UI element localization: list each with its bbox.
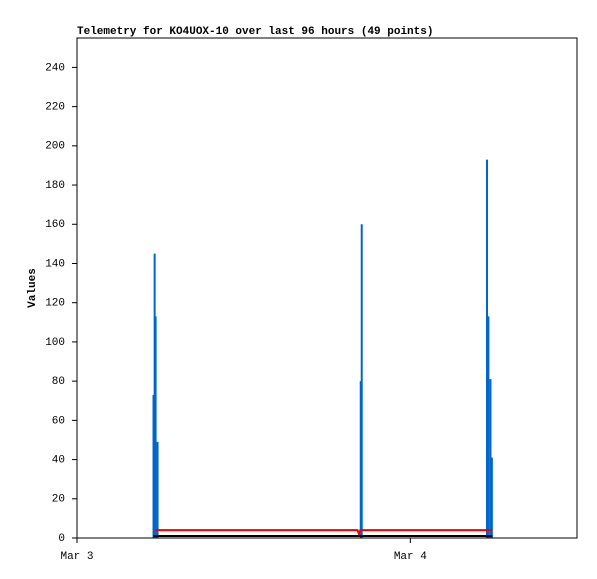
line <box>154 529 493 538</box>
y-tick-label: 100 <box>45 337 65 349</box>
x-tick-label: Mar 4 <box>394 551 427 563</box>
y-tick-label: 220 <box>45 102 65 114</box>
y-tick-label: 0 <box>58 533 65 545</box>
y-tick-label: 180 <box>45 180 65 192</box>
y-tick-label: 80 <box>52 376 65 388</box>
y-tick-label: 200 <box>45 141 65 153</box>
plot-frame <box>76 37 578 539</box>
y-tick-label: 160 <box>45 219 65 231</box>
x-tick-label: Mar 3 <box>60 551 93 563</box>
y-tick-label: 20 <box>52 494 65 506</box>
y-tick-label: 140 <box>45 258 65 270</box>
y-tick-label: 240 <box>45 62 65 74</box>
y-axis-label: Values <box>27 268 39 308</box>
chart-title: Telemetry for KO4UOX-10 over last 96 hou… <box>77 26 433 38</box>
y-tick-label: 120 <box>45 298 65 310</box>
y-tick-label: 40 <box>52 454 65 466</box>
y-tick-label: 60 <box>52 415 65 427</box>
